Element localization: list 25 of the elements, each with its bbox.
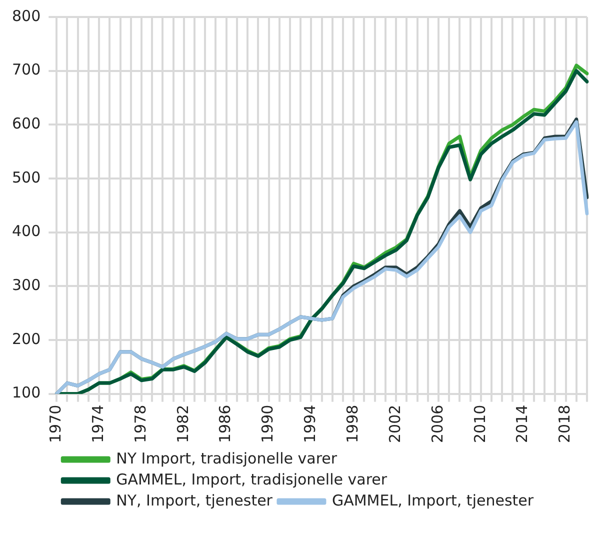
x-tick-label: 1974 bbox=[88, 404, 107, 444]
legend-label: GAMMEL, Import, tradisjonelle varer bbox=[116, 470, 388, 488]
x-tick-label: 1982 bbox=[174, 404, 192, 444]
x-tick-label: 1970 bbox=[46, 404, 65, 444]
y-tick-label: 300 bbox=[12, 276, 41, 294]
x-tick-label: 1994 bbox=[301, 404, 320, 444]
x-tick-label: 1986 bbox=[216, 404, 234, 444]
x-tick-label: 1990 bbox=[258, 404, 277, 444]
legend-label: GAMMEL, Import, tjenester bbox=[332, 491, 534, 510]
y-tick-label: 200 bbox=[12, 330, 41, 348]
x-tick-label: 2006 bbox=[428, 404, 446, 444]
x-tick-label: 2014 bbox=[513, 404, 532, 444]
legend-label: NY, Import, tjenester bbox=[116, 491, 274, 510]
x-tick-label: 2010 bbox=[470, 404, 489, 444]
y-tick-label: 800 bbox=[12, 6, 41, 25]
y-tick-label: 500 bbox=[12, 168, 41, 186]
x-tick-label: 1978 bbox=[131, 404, 150, 444]
y-tick-label: 400 bbox=[12, 222, 41, 240]
x-tick-label: 2018 bbox=[556, 404, 574, 444]
x-tick-label: 2002 bbox=[386, 404, 404, 444]
y-tick-label: 700 bbox=[12, 60, 41, 79]
y-tick-label: 600 bbox=[12, 114, 41, 133]
legend-label: NY Import, tradisjonelle varer bbox=[116, 449, 338, 468]
y-tick-label: 100 bbox=[12, 384, 41, 402]
x-tick-label: 1998 bbox=[344, 404, 362, 444]
